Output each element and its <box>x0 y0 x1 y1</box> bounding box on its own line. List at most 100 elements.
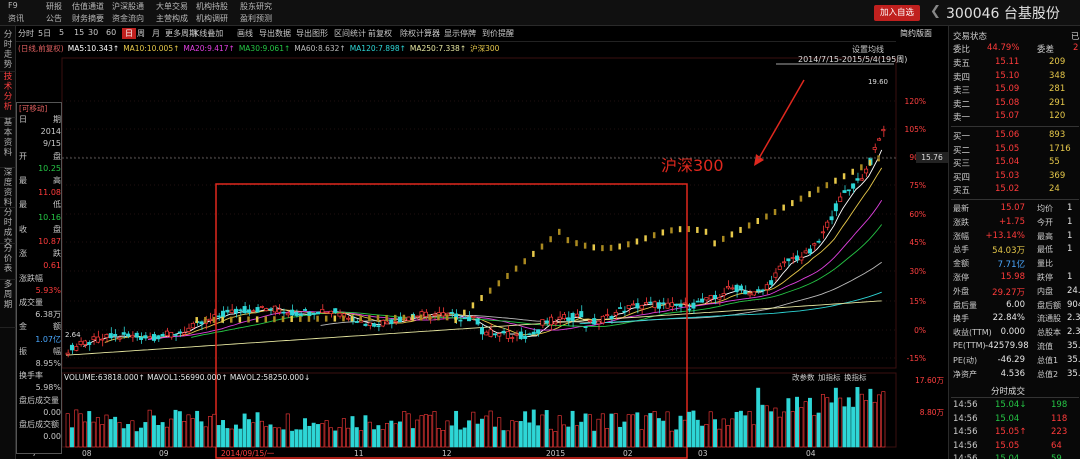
menu-item[interactable]: 机构调研 <box>196 14 228 23</box>
menu-item[interactable]: 机构持股 <box>196 2 228 11</box>
bid-price: 15.02 <box>995 184 1020 194</box>
left-tab-1[interactable]: 技术分析 <box>0 72 16 118</box>
ma-line-250 <box>65 300 882 356</box>
hs300-bar <box>627 241 630 248</box>
menu-item[interactable]: 股东研究 <box>240 2 272 11</box>
candle <box>881 129 886 132</box>
volume-bar <box>242 413 247 448</box>
toolbar-item[interactable]: 导出数据 <box>259 29 291 38</box>
menu-item[interactable]: 估值通道 <box>72 2 104 11</box>
volume-button[interactable]: 换指标 <box>844 372 867 382</box>
toolbar-item[interactable]: 60 <box>106 28 117 37</box>
volume-button[interactable]: 加指标 <box>818 372 841 382</box>
candle <box>298 313 303 317</box>
stat-label-2: 内盘 <box>1037 286 1053 296</box>
left-tab-5[interactable]: 分价表 <box>0 244 16 280</box>
toolbar-item[interactable]: 分时 <box>18 29 34 38</box>
volume-bar <box>553 431 558 448</box>
stat-label: 涨跌 <box>953 217 969 227</box>
volume-bar <box>833 387 838 448</box>
candle <box>618 307 623 309</box>
candle <box>363 323 368 326</box>
volume-bar <box>726 425 730 448</box>
info-value: 0.00 <box>43 432 61 442</box>
volume-bar <box>704 424 709 448</box>
toolbar-item[interactable]: 30 <box>88 28 99 37</box>
candle <box>315 311 320 315</box>
info-label: 最 <box>19 200 27 210</box>
toolbar-item[interactable]: 到价提醒 <box>482 29 514 38</box>
bid-volume: 55 <box>1049 157 1060 167</box>
candle <box>786 258 791 262</box>
toolbar-item[interactable]: 区间统计 <box>334 29 366 38</box>
candle <box>475 318 480 325</box>
toolbar-item[interactable]: 5 <box>59 28 65 37</box>
stock-code: 300046 <box>946 6 1000 22</box>
volume-bar <box>100 424 105 448</box>
menu-item[interactable]: 公告 <box>46 14 62 23</box>
hs300-bar <box>523 258 526 265</box>
volume-button[interactable]: 改参数 <box>792 372 815 382</box>
hs300-bar <box>678 226 682 233</box>
menu-item[interactable]: 财务摘要 <box>72 14 104 23</box>
toolbar-item[interactable]: K线叠加 <box>194 29 224 38</box>
stat-value-2: 1 <box>1067 203 1073 213</box>
volume-bar <box>410 428 415 448</box>
menu-item[interactable]: 大单交易 <box>156 2 188 11</box>
left-tab-3[interactable]: 深度资料 <box>0 168 16 208</box>
candle <box>501 330 506 334</box>
layout-toggle[interactable]: 简约版面 <box>900 29 932 38</box>
candle <box>864 168 869 174</box>
toolbar-item[interactable]: 日 <box>122 28 136 39</box>
candle <box>687 308 692 311</box>
tick-price: 15.05 <box>995 440 1020 451</box>
ask-price: 15.09 <box>995 84 1020 94</box>
collapse-icon[interactable]: ❮ <box>930 4 941 19</box>
toolbar-item[interactable]: 前复权 <box>368 29 392 38</box>
toolbar-item[interactable]: 月 <box>152 29 160 38</box>
volume-bar <box>682 419 687 448</box>
low-price-label: 2.64 <box>65 331 81 339</box>
candle <box>682 302 687 305</box>
left-tab-6[interactable]: 多周期 <box>0 280 16 328</box>
hs300-bar <box>273 316 276 323</box>
toolbar-item[interactable]: 5日 <box>38 29 52 38</box>
menu-item[interactable]: F9 <box>8 1 18 10</box>
candle <box>91 336 96 341</box>
toolbar-item[interactable]: 画线 <box>237 29 253 38</box>
info-value: 8.95% <box>35 359 61 368</box>
volume-bar <box>95 417 100 448</box>
bar-info-panel[interactable]: [可移动] 日期 2014 9/15 开盘 10.25 最高 11.08 最低 10.16 收盘 10… <box>16 102 62 454</box>
menu-item[interactable]: 资金流向 <box>112 14 144 23</box>
hs300-bar <box>652 232 656 239</box>
left-tab-0[interactable]: 分时走势 <box>0 30 16 72</box>
menu-item[interactable]: 主营构成 <box>156 14 188 23</box>
hs300-bar <box>791 200 794 207</box>
toolbar-item[interactable]: 导出图形 <box>296 29 328 38</box>
ma-settings-button[interactable]: 设置均线 <box>852 45 884 54</box>
volume-bar <box>484 415 489 448</box>
toolbar-item[interactable]: 显示停牌 <box>444 29 476 38</box>
candle <box>713 294 718 299</box>
add-to-watchlist-button[interactable]: 加入自选 <box>874 5 920 21</box>
stat-value: -42579.98 <box>985 341 1029 351</box>
hs300-bar <box>558 228 561 235</box>
candle <box>182 332 187 335</box>
toolbar-item[interactable]: 15 <box>74 28 85 37</box>
max-price-label: 19.60 <box>868 78 888 86</box>
menu-item[interactable]: 沪深股通 <box>112 2 144 11</box>
toolbar-item[interactable]: 更多周期 <box>165 29 197 38</box>
left-tab-2[interactable]: 基本资料 <box>0 118 16 168</box>
info-label: 开 <box>19 151 27 161</box>
menu-item[interactable]: 研报 <box>46 2 62 11</box>
ask-volume: 209 <box>1049 57 1066 67</box>
toolbar-item[interactable]: 除权计算器 <box>400 29 440 38</box>
menu-item[interactable]: 盈利预测 <box>240 14 272 23</box>
kline-chart[interactable]: 120%105%90%75%60%45%30%15%0%-15%沪深300201… <box>16 54 948 459</box>
toolbar-item[interactable]: 周 <box>137 29 145 38</box>
vol-tick: 8.80万 <box>920 408 945 417</box>
stat-label: 换手 <box>953 314 969 324</box>
menu-item[interactable]: 资讯 <box>8 14 24 23</box>
left-tab-4[interactable]: 分时成交 <box>0 208 16 248</box>
hs300-bar <box>540 243 544 250</box>
